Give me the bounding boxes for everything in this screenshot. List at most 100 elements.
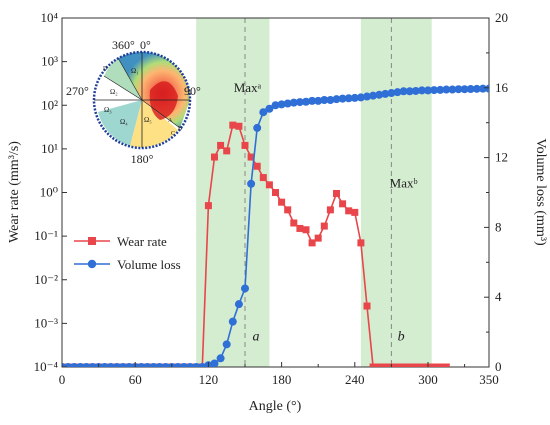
wear-rate-point [394, 363, 401, 367]
volume-loss-point [210, 359, 219, 367]
volume-loss-point [82, 363, 91, 367]
volume-loss-point [76, 363, 85, 367]
inset-label-360: 360° [112, 38, 135, 52]
volume-loss-point [424, 86, 432, 95]
y-left-tick-label: 10⁻² [34, 272, 58, 287]
legend-volume-marker [87, 259, 97, 269]
volume-loss-point [253, 123, 262, 132]
volume-loss-point [277, 100, 286, 109]
volume-loss-point [442, 85, 451, 94]
y-right-tick-label: 16 [495, 80, 509, 95]
volume-loss-point [344, 94, 353, 103]
volume-loss-point [308, 96, 317, 105]
volume-loss-point [112, 363, 121, 367]
volume-loss-point [186, 363, 195, 367]
y-right-tick-label: 0 [495, 359, 502, 374]
y-right-tick-label: 20 [495, 10, 508, 25]
x-tick-label: 120 [199, 372, 219, 387]
inset-point-d: D [103, 66, 108, 72]
wear-rate-point [351, 208, 359, 216]
inset-label-180: 180° [131, 152, 154, 166]
volume-loss-point [119, 363, 127, 367]
max-dashed-lines [244, 18, 392, 367]
series-layer [62, 84, 489, 367]
volume-loss-point [448, 85, 457, 94]
volume-loss-point [399, 87, 408, 96]
wear-rate-point [211, 153, 218, 161]
x-tick-label: 0 [59, 372, 66, 387]
wear-rate-point [284, 206, 292, 214]
y-right-tick-label: 12 [495, 150, 508, 165]
volume-loss-point [350, 93, 359, 102]
volume-loss-point [320, 96, 329, 105]
shaded-region-1 [360, 18, 432, 367]
volume-loss-point [430, 86, 439, 95]
volume-loss-point [259, 108, 268, 117]
wear-rate-point [223, 147, 231, 155]
volume-loss-point [149, 363, 158, 367]
wear-rate-point [357, 239, 365, 247]
annotations: Maxᵃ Maxᵇ a b [234, 80, 418, 345]
wear-rate-point [381, 363, 389, 367]
y-left-tick-label: 10¹ [41, 141, 58, 156]
wear-rate-point [217, 141, 225, 149]
wear-rate-point [333, 189, 340, 197]
inset-label-270: 270° [66, 84, 89, 98]
inset-point-a: A [168, 118, 173, 124]
wear-rate-point [369, 363, 377, 367]
volume-loss-point [369, 91, 378, 100]
volume-loss-point [393, 88, 402, 97]
annotation-1: Maxᵇ [390, 176, 418, 191]
y-left-tick-label: 10⁻⁴ [34, 359, 59, 374]
annotation-3: b [398, 330, 405, 345]
legend: Wear rate Volume loss [74, 234, 181, 272]
volume-loss-point [283, 99, 292, 108]
volume-loss-point [173, 363, 182, 367]
volume-loss-point [198, 363, 207, 367]
volume-loss-point [106, 363, 115, 367]
x-tick-label: 60 [129, 372, 142, 387]
volume-loss-point [338, 94, 347, 103]
volume-loss-point [454, 85, 463, 94]
volume-loss-point [411, 86, 420, 95]
x-tick-label: 350 [479, 372, 499, 387]
wear-rate-point [308, 239, 316, 247]
wear-rate-point [436, 363, 444, 367]
wear-rate-point [400, 363, 408, 367]
wear-rate-point [326, 206, 334, 214]
wear-rate-point [265, 181, 273, 189]
wear-rate-point [272, 189, 279, 196]
x-tick-label: 180 [272, 372, 292, 387]
volume-loss-point [180, 363, 188, 367]
y-left-tick-label: 10⁻¹ [34, 228, 58, 243]
wear-rate-point [278, 198, 286, 206]
volume-loss-point [387, 89, 396, 98]
y-left-tick-label: 10² [41, 97, 58, 112]
volume-loss-point [356, 93, 365, 102]
right-axis: 0 4 8 12 16 20 [484, 10, 509, 374]
inset-region-omega2: Ω₂ [110, 88, 118, 96]
y-left-tick-label: 10³ [41, 54, 58, 69]
volume-loss-point [466, 85, 475, 94]
wear-rate-point [430, 363, 438, 367]
y-left-tick-label: 10⁻³ [34, 315, 58, 330]
volume-loss-point [64, 363, 73, 367]
wear-rate-point [241, 141, 249, 149]
wear-rate-point [290, 219, 298, 227]
volume-loss-point [326, 96, 335, 105]
right-axis-title: Volume loss (mm³) [533, 138, 548, 246]
volume-loss-point [289, 98, 298, 107]
left-axis-title: Wear rate (mm³/s) [7, 141, 22, 243]
x-tick-label: 240 [345, 372, 365, 387]
inset-label-0: 0° [140, 38, 151, 52]
volume-loss-point [295, 98, 304, 107]
inset-ray-3 [103, 75, 143, 101]
legend-volume-label: Volume loss [117, 257, 181, 272]
y-left-tick-label: 10⁴ [40, 10, 58, 25]
volume-loss-point [478, 84, 487, 93]
wear-rate-point [320, 222, 328, 230]
volume-loss-point [302, 97, 310, 106]
y-right-tick-label: 4 [495, 289, 502, 304]
wear-rate-point [296, 224, 304, 232]
